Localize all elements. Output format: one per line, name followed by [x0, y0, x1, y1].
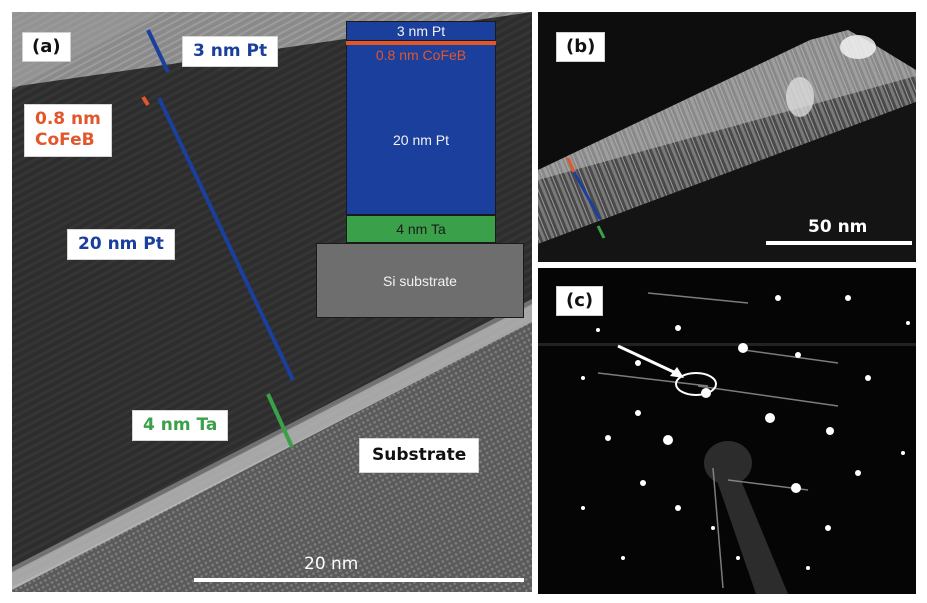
diffraction-spots [581, 295, 910, 570]
pt-main-label: 20 nm Pt [67, 229, 175, 261]
b-cofeb-marker [566, 157, 576, 173]
highlight-ellipse [675, 372, 717, 396]
pt-main-marker-line [157, 97, 295, 381]
beam-stopper [704, 441, 752, 485]
panel-c-tag: (c) [556, 286, 604, 316]
cofeb-label: 0.8 nm CoFeB [24, 104, 112, 157]
pt-top-label: 3 nm Pt [182, 36, 279, 68]
panel-a-tem-image: (a) 3 nm Pt 0.8 nm CoFeB 20 nm Pt 4 nm T… [12, 12, 532, 592]
diffraction-pattern-image [538, 268, 916, 594]
layer-stack-diagram: 3 nm Pt 0.8 nm CoFeB 20 nm Pt 4 nm Ta Si… [314, 21, 524, 318]
stack-layer-ta: 4 nm Ta [346, 215, 496, 243]
stack-ta-text: 4 nm Ta [396, 221, 446, 237]
scale-bar-b-label: 50 nm [808, 217, 868, 237]
pointer-arrow-shaft [617, 344, 679, 376]
panel-b-tag: (b) [556, 32, 606, 62]
stack-si-text: Si substrate [383, 272, 457, 289]
stack-layer-pt-main: 20 nm Pt [346, 65, 496, 215]
panel-c-diffraction-pattern: (c) [538, 268, 916, 594]
stack-layer-si: Si substrate [316, 243, 524, 318]
ta-marker-line [266, 393, 294, 448]
stack-pt-main-text: 20 nm Pt [392, 131, 450, 148]
stack-layer-cofeb-label: 0.8 nm CoFeB [346, 45, 496, 65]
b-ta-marker [596, 225, 606, 239]
substrate-label: Substrate [359, 438, 480, 474]
panel-a-tag: (a) [22, 32, 71, 62]
scale-bar-a-label: 20 nm [304, 554, 359, 574]
cofeb-label-line2: CoFeB [35, 130, 95, 151]
scale-bar-a [194, 578, 524, 582]
ta-label: 4 nm Ta [132, 410, 229, 442]
scale-bar-b [766, 241, 912, 245]
b-pt-marker [572, 171, 602, 220]
stack-pt-top-text: 3 nm Pt [396, 23, 446, 39]
stack-layer-cofeb-band [346, 41, 496, 45]
diffraction-streaks [597, 292, 839, 589]
stack-layer-pt-top: 3 nm Pt [346, 21, 496, 41]
panel-b-darkfield-image: (b) 50 nm [538, 12, 916, 262]
stack-cofeb-text: 0.8 nm CoFeB [375, 47, 467, 63]
layer-marker-lines [141, 29, 295, 448]
pointer-arrow-head [670, 367, 684, 378]
cofeb-marker-line [141, 95, 150, 107]
cofeb-label-line1: 0.8 nm [35, 109, 101, 129]
pt-top-marker-line [146, 29, 170, 73]
